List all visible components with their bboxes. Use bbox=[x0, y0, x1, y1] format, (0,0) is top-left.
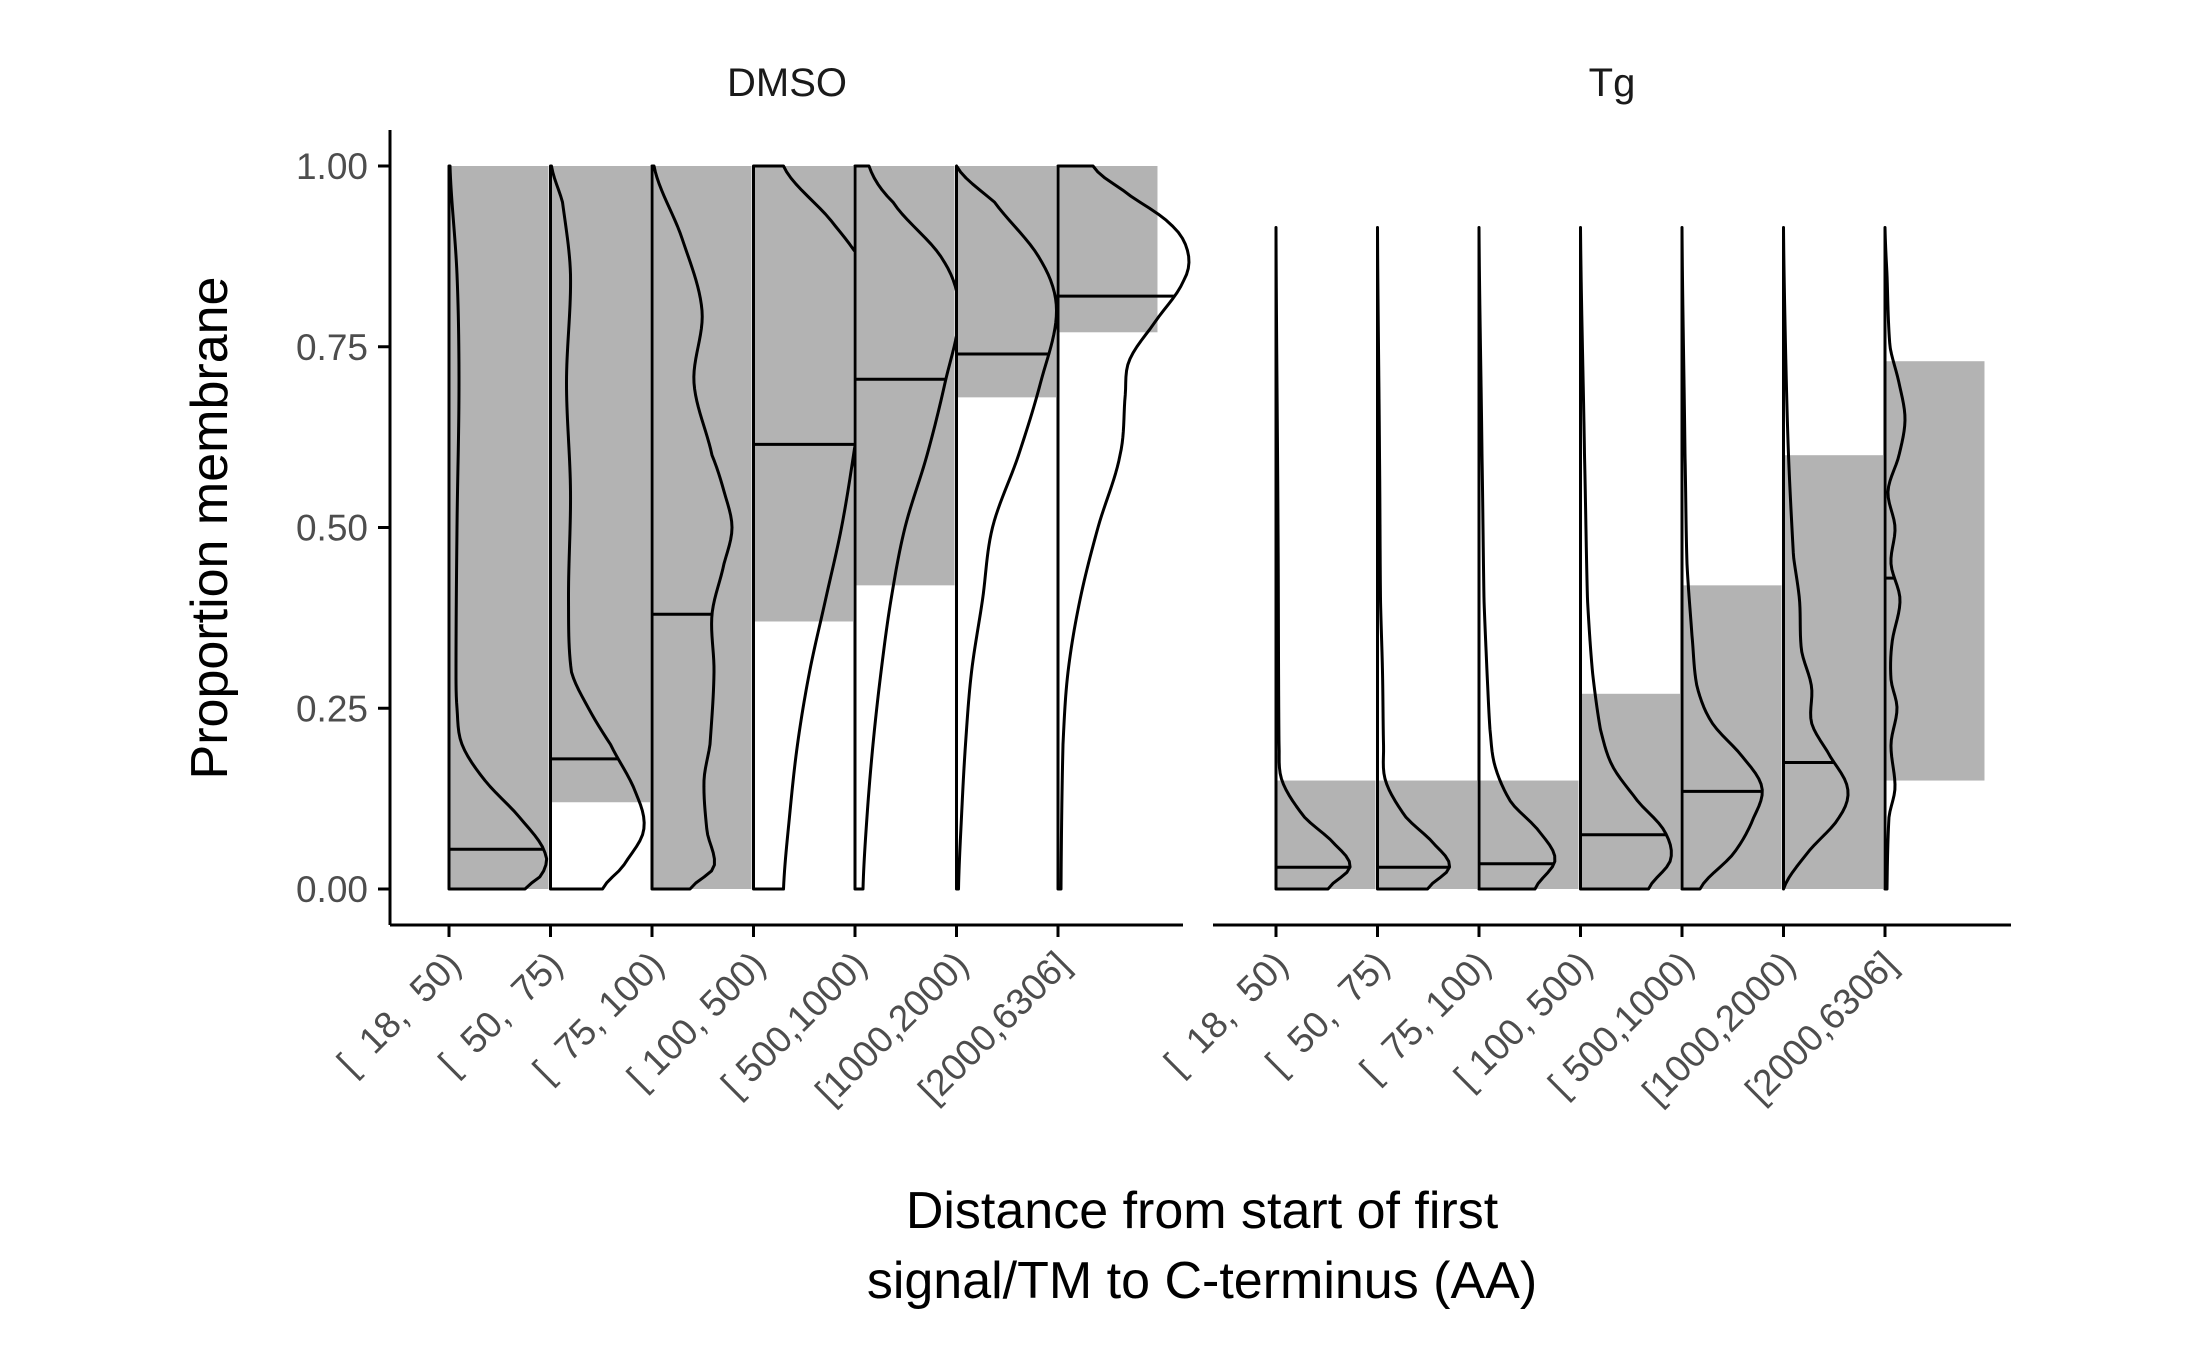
violin-half bbox=[1056, 164, 1191, 891]
violin-half bbox=[955, 164, 1058, 891]
panel-title: Tg bbox=[1589, 61, 1636, 105]
violin-half bbox=[1376, 225, 1452, 891]
violin-half bbox=[549, 164, 646, 891]
y-tick-label: 0.25 bbox=[296, 688, 368, 729]
iqr-band bbox=[753, 166, 853, 622]
iqr-band bbox=[449, 166, 549, 889]
panel-tg: Tg[ 18, 50)[ 50, 75)[ 75, 100)[ 100, 500… bbox=[1156, 61, 2011, 1112]
y-tick-label: 0.00 bbox=[296, 869, 368, 910]
iqr-band bbox=[1783, 455, 1883, 889]
iqr-band bbox=[956, 166, 1056, 398]
violin-half bbox=[853, 164, 961, 891]
iqr-band bbox=[1058, 166, 1158, 333]
iqr-band bbox=[855, 166, 955, 586]
violin-half bbox=[447, 164, 549, 891]
y-tick-label: 0.50 bbox=[296, 508, 368, 549]
iqr-band bbox=[1479, 780, 1579, 889]
violin-half bbox=[1782, 225, 1850, 891]
y-tick-label: 1.00 bbox=[296, 146, 368, 187]
iqr-band bbox=[652, 166, 752, 889]
y-tick-label: 0.75 bbox=[296, 327, 368, 368]
violin-half bbox=[1274, 225, 1352, 891]
violin-half bbox=[1883, 225, 1907, 891]
panel-dmso: DMSO[ 18, 50)[ 50, 75)[ 75, 100)[ 100, 5… bbox=[329, 61, 1191, 1112]
iqr-band bbox=[550, 166, 650, 803]
iqr-band bbox=[1682, 585, 1782, 889]
panels: DMSO[ 18, 50)[ 50, 75)[ 75, 100)[ 100, 5… bbox=[329, 61, 2011, 1112]
violin-group: [ 75, 100) bbox=[1352, 225, 1579, 1090]
violin-half bbox=[650, 164, 734, 891]
y-axis: 0.00 0.25 0.50 0.75 1.00 bbox=[296, 130, 392, 925]
y-axis-title: Proportion membrane bbox=[181, 277, 239, 780]
violin-half bbox=[1680, 225, 1764, 891]
iqr-band bbox=[1885, 361, 1985, 781]
violin-half bbox=[1579, 225, 1673, 891]
violin-group: [ 18, 50) bbox=[329, 164, 549, 1083]
violin-group: [ 18, 50) bbox=[1156, 225, 1376, 1083]
x-axis-title-line-2: signal/TM to C-terminus (AA) bbox=[867, 1252, 1537, 1310]
panel-title: DMSO bbox=[727, 61, 847, 105]
violin-half bbox=[1477, 225, 1557, 891]
x-axis-title-line-1: Distance from start of first bbox=[906, 1182, 1499, 1240]
violin-group: [ 50, 75) bbox=[1258, 225, 1477, 1083]
